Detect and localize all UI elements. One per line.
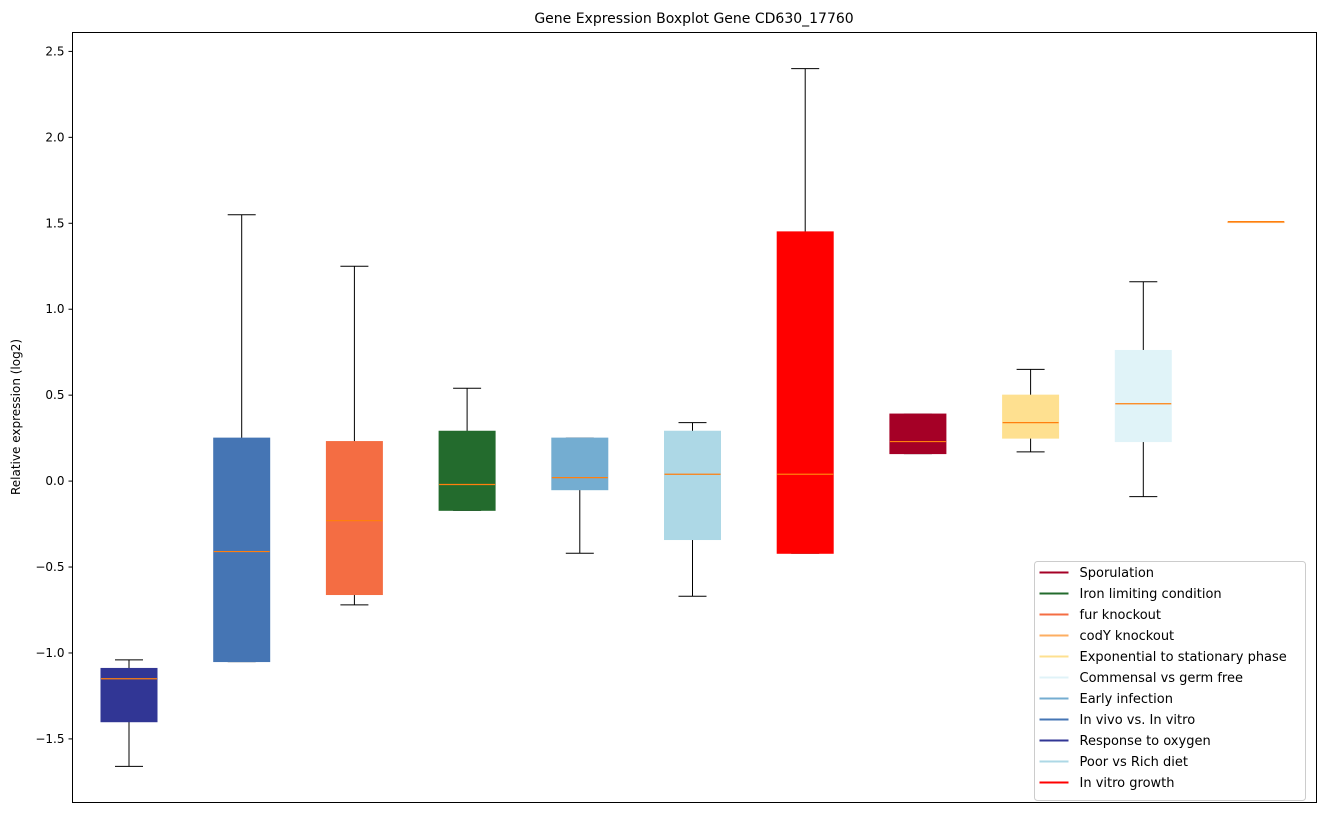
legend-label: Poor vs Rich diet	[1080, 755, 1188, 770]
box-body	[213, 437, 271, 663]
box-iron-limiting-condition	[438, 387, 496, 511]
box-in-vitro-growth	[776, 68, 834, 554]
box-cody-knockout	[1227, 220, 1285, 224]
boxes	[100, 68, 1285, 767]
y-tick-label: 2.5	[45, 44, 64, 58]
plot-frame	[72, 32, 1317, 803]
box-body	[776, 231, 834, 554]
box-body	[1002, 394, 1060, 439]
legend-label: Commensal vs germ free	[1080, 671, 1243, 686]
box-exponential-to-stationary-phase	[1002, 368, 1060, 453]
chart-title: Gene Expression Boxplot Gene CD630_17760	[534, 11, 853, 27]
y-tick-label: −1.5	[35, 732, 64, 746]
box-response-to-oxygen	[100, 659, 158, 767]
legend-label: In vivo vs. In vitro	[1080, 713, 1196, 728]
y-tick-label: 0.5	[45, 388, 64, 402]
legend-label: Response to oxygen	[1080, 734, 1211, 749]
legend-label: Iron limiting condition	[1080, 587, 1222, 602]
y-axis: −1.5 −1.0 −0.5 0.0 0.5 1.0 1.5 2.0 2.5	[35, 44, 73, 746]
box-in-vivo-vs-in-vitro	[213, 214, 271, 663]
legend-label: codY knockout	[1080, 629, 1175, 644]
box-body	[889, 413, 947, 455]
box-body	[100, 667, 158, 723]
box-fur-knockout	[325, 265, 383, 606]
legend-label: Sporulation	[1080, 566, 1155, 581]
legend-frame	[1034, 561, 1306, 801]
legend-label: fur knockout	[1080, 608, 1162, 623]
box-body	[551, 437, 609, 491]
box-body	[664, 430, 721, 541]
box-body	[325, 441, 383, 596]
y-tick-label: 1.0	[45, 302, 64, 316]
y-tick-label: 1.5	[45, 216, 64, 230]
y-axis-label: Relative expression (log2)	[9, 339, 23, 495]
y-tick-label: 0.0	[45, 474, 64, 488]
box-sporulation	[889, 413, 947, 455]
box-body	[438, 430, 496, 511]
y-tick-label: −1.0	[35, 646, 64, 660]
box-poor-vs-rich-diet	[664, 422, 721, 597]
y-tick-label: −0.5	[35, 560, 64, 574]
box-early-infection	[551, 437, 609, 554]
y-tick-label: 2.0	[45, 130, 64, 144]
legend-label: Early infection	[1080, 692, 1173, 707]
box-body	[1114, 349, 1172, 443]
legend-label: In vitro growth	[1080, 776, 1175, 791]
box-commensal-vs-germ-free	[1114, 281, 1172, 498]
legend: Sporulation Iron limiting condition fur kn…	[1034, 561, 1306, 801]
legend-label: Exponential to stationary phase	[1080, 650, 1287, 665]
